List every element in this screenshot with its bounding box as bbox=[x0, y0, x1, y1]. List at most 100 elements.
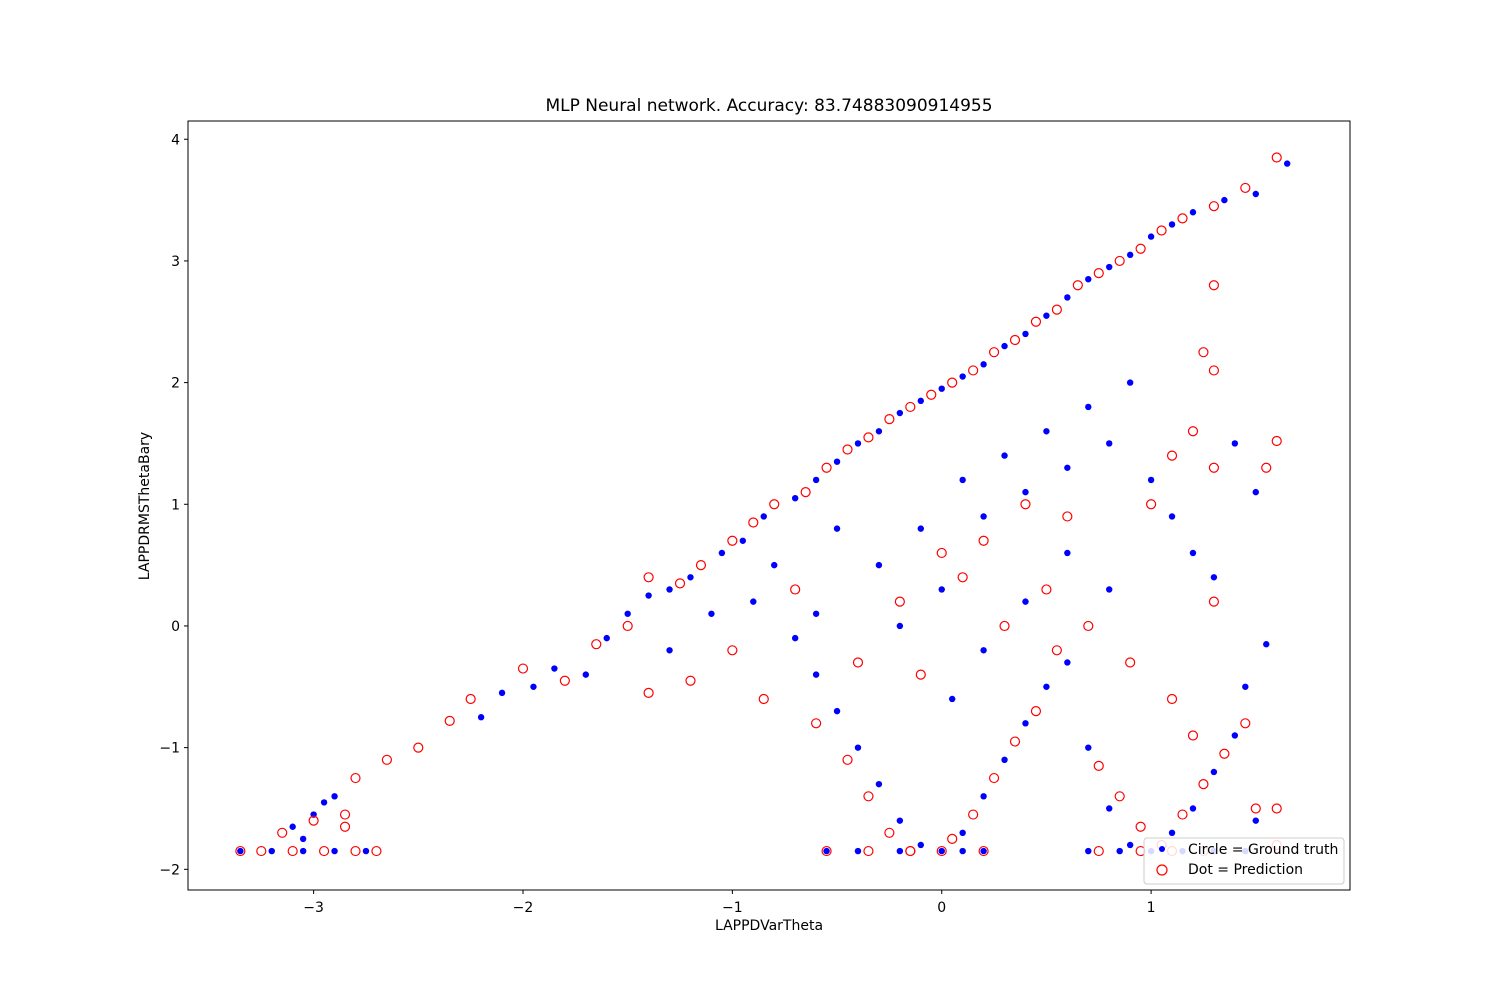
prediction-point bbox=[1240, 182, 1251, 194]
x-tick-label: 1 bbox=[1147, 900, 1156, 916]
ground-truth-point bbox=[938, 847, 945, 855]
ground-truth-point bbox=[854, 744, 862, 751]
ground-truth-point bbox=[477, 714, 485, 721]
prediction-point bbox=[727, 535, 738, 546]
ground-truth-point bbox=[980, 847, 987, 855]
ground-truth-point bbox=[854, 440, 862, 447]
prediction-point bbox=[350, 845, 361, 857]
prediction-point bbox=[1041, 584, 1052, 595]
prediction-point bbox=[852, 657, 864, 668]
prediction-point bbox=[863, 791, 874, 802]
prediction-point bbox=[1145, 499, 1157, 510]
ground-truth-point bbox=[739, 537, 747, 544]
ground-truth-point bbox=[854, 847, 862, 855]
ground-truth-point bbox=[289, 823, 296, 830]
ground-truth-point bbox=[1189, 549, 1197, 557]
x-axis-ticks: −3 −2 −1 0 1 bbox=[303, 890, 1156, 916]
x-tick-label: −1 bbox=[722, 900, 743, 916]
legend: Circle = Ground truth Dot = Prediction bbox=[1143, 837, 1345, 885]
prediction-point bbox=[1271, 435, 1282, 447]
ground-truth-point bbox=[959, 476, 966, 484]
ground-truth-point bbox=[1022, 720, 1029, 727]
prediction-point bbox=[308, 815, 319, 826]
prediction-point bbox=[957, 572, 968, 583]
prediction-point bbox=[1177, 213, 1188, 224]
ground-truth-point bbox=[1221, 196, 1228, 204]
prediction-point bbox=[465, 693, 476, 705]
ground-truth-point bbox=[1189, 805, 1197, 812]
prediction-point bbox=[1093, 267, 1104, 279]
prediction-point bbox=[1208, 365, 1220, 376]
y-tick-label: 0 bbox=[171, 619, 180, 635]
ground-truth-point bbox=[1022, 330, 1029, 338]
prediction-point bbox=[863, 845, 874, 857]
ground-truth-point bbox=[331, 847, 338, 855]
y-tick-label: 1 bbox=[171, 497, 180, 513]
ground-truth-point bbox=[1147, 476, 1155, 484]
prediction-point bbox=[821, 462, 832, 473]
ground-truth-point bbox=[1283, 160, 1291, 167]
prediction-point bbox=[978, 845, 989, 857]
ground-truth-point bbox=[812, 610, 820, 617]
prediction-point bbox=[1250, 803, 1261, 814]
prediction-point bbox=[1114, 255, 1125, 267]
prediction-point bbox=[800, 487, 811, 498]
prediction-point bbox=[1156, 225, 1167, 236]
prediction-point bbox=[905, 401, 916, 413]
ground-truth-point bbox=[1085, 847, 1092, 855]
ground-truth-point bbox=[1252, 817, 1259, 824]
ground-truth-point bbox=[938, 586, 945, 593]
prediction-point bbox=[894, 596, 905, 607]
ground-truth-point bbox=[1242, 683, 1249, 690]
ground-truth-point bbox=[666, 586, 673, 593]
prediction-point bbox=[1208, 596, 1220, 607]
prediction-point bbox=[318, 845, 330, 857]
ground-truth-point bbox=[791, 494, 799, 502]
prediction-point bbox=[1135, 821, 1146, 832]
prediction-point bbox=[339, 809, 351, 820]
prediction-point bbox=[371, 845, 382, 857]
ground-truth-point bbox=[1210, 574, 1218, 581]
prediction-point bbox=[968, 809, 979, 820]
ground-truth-point bbox=[1043, 428, 1050, 435]
ground-truth-point bbox=[1231, 732, 1239, 739]
prediction-point bbox=[936, 845, 947, 857]
ground-truth-point bbox=[896, 622, 904, 630]
ground-truth-point bbox=[687, 574, 694, 581]
y-tick-label: 4 bbox=[171, 132, 180, 148]
prediction-point bbox=[685, 675, 696, 686]
prediction-point bbox=[947, 377, 958, 388]
ground-truth-point bbox=[1126, 379, 1134, 386]
ground-truth-point bbox=[760, 513, 767, 520]
prediction-point bbox=[1240, 718, 1251, 729]
prediction-point bbox=[622, 620, 633, 632]
ground-truth-point bbox=[980, 361, 987, 368]
prediction-point bbox=[235, 845, 246, 857]
prediction-point bbox=[1125, 657, 1136, 668]
prediction-point bbox=[277, 827, 288, 838]
ground-truth-point bbox=[1064, 464, 1071, 471]
prediction-point bbox=[1030, 316, 1042, 327]
ground-truth-point bbox=[1106, 263, 1113, 271]
prediction-point bbox=[674, 578, 686, 589]
prediction-point bbox=[1198, 779, 1209, 790]
prediction-point bbox=[999, 620, 1010, 632]
prediction-point bbox=[643, 687, 654, 698]
ground-truth-point bbox=[875, 780, 883, 788]
prediction-point bbox=[978, 535, 989, 546]
ground-truth-point bbox=[331, 793, 338, 800]
prediction-point bbox=[926, 389, 937, 400]
y-axis-label: LAPPDRMSThetaBary bbox=[137, 432, 153, 580]
ground-truth-point bbox=[1189, 209, 1197, 216]
prediction-point bbox=[1135, 243, 1146, 254]
ground-truth-point bbox=[624, 610, 631, 617]
prediction-point bbox=[1208, 462, 1220, 473]
prediction-point bbox=[821, 845, 832, 857]
ground-truth-point bbox=[959, 847, 966, 855]
ground-truth-point bbox=[1001, 342, 1008, 350]
ground-truth-point bbox=[1252, 190, 1259, 198]
ground-truth-point bbox=[582, 671, 590, 678]
ground-truth-point bbox=[823, 847, 830, 855]
